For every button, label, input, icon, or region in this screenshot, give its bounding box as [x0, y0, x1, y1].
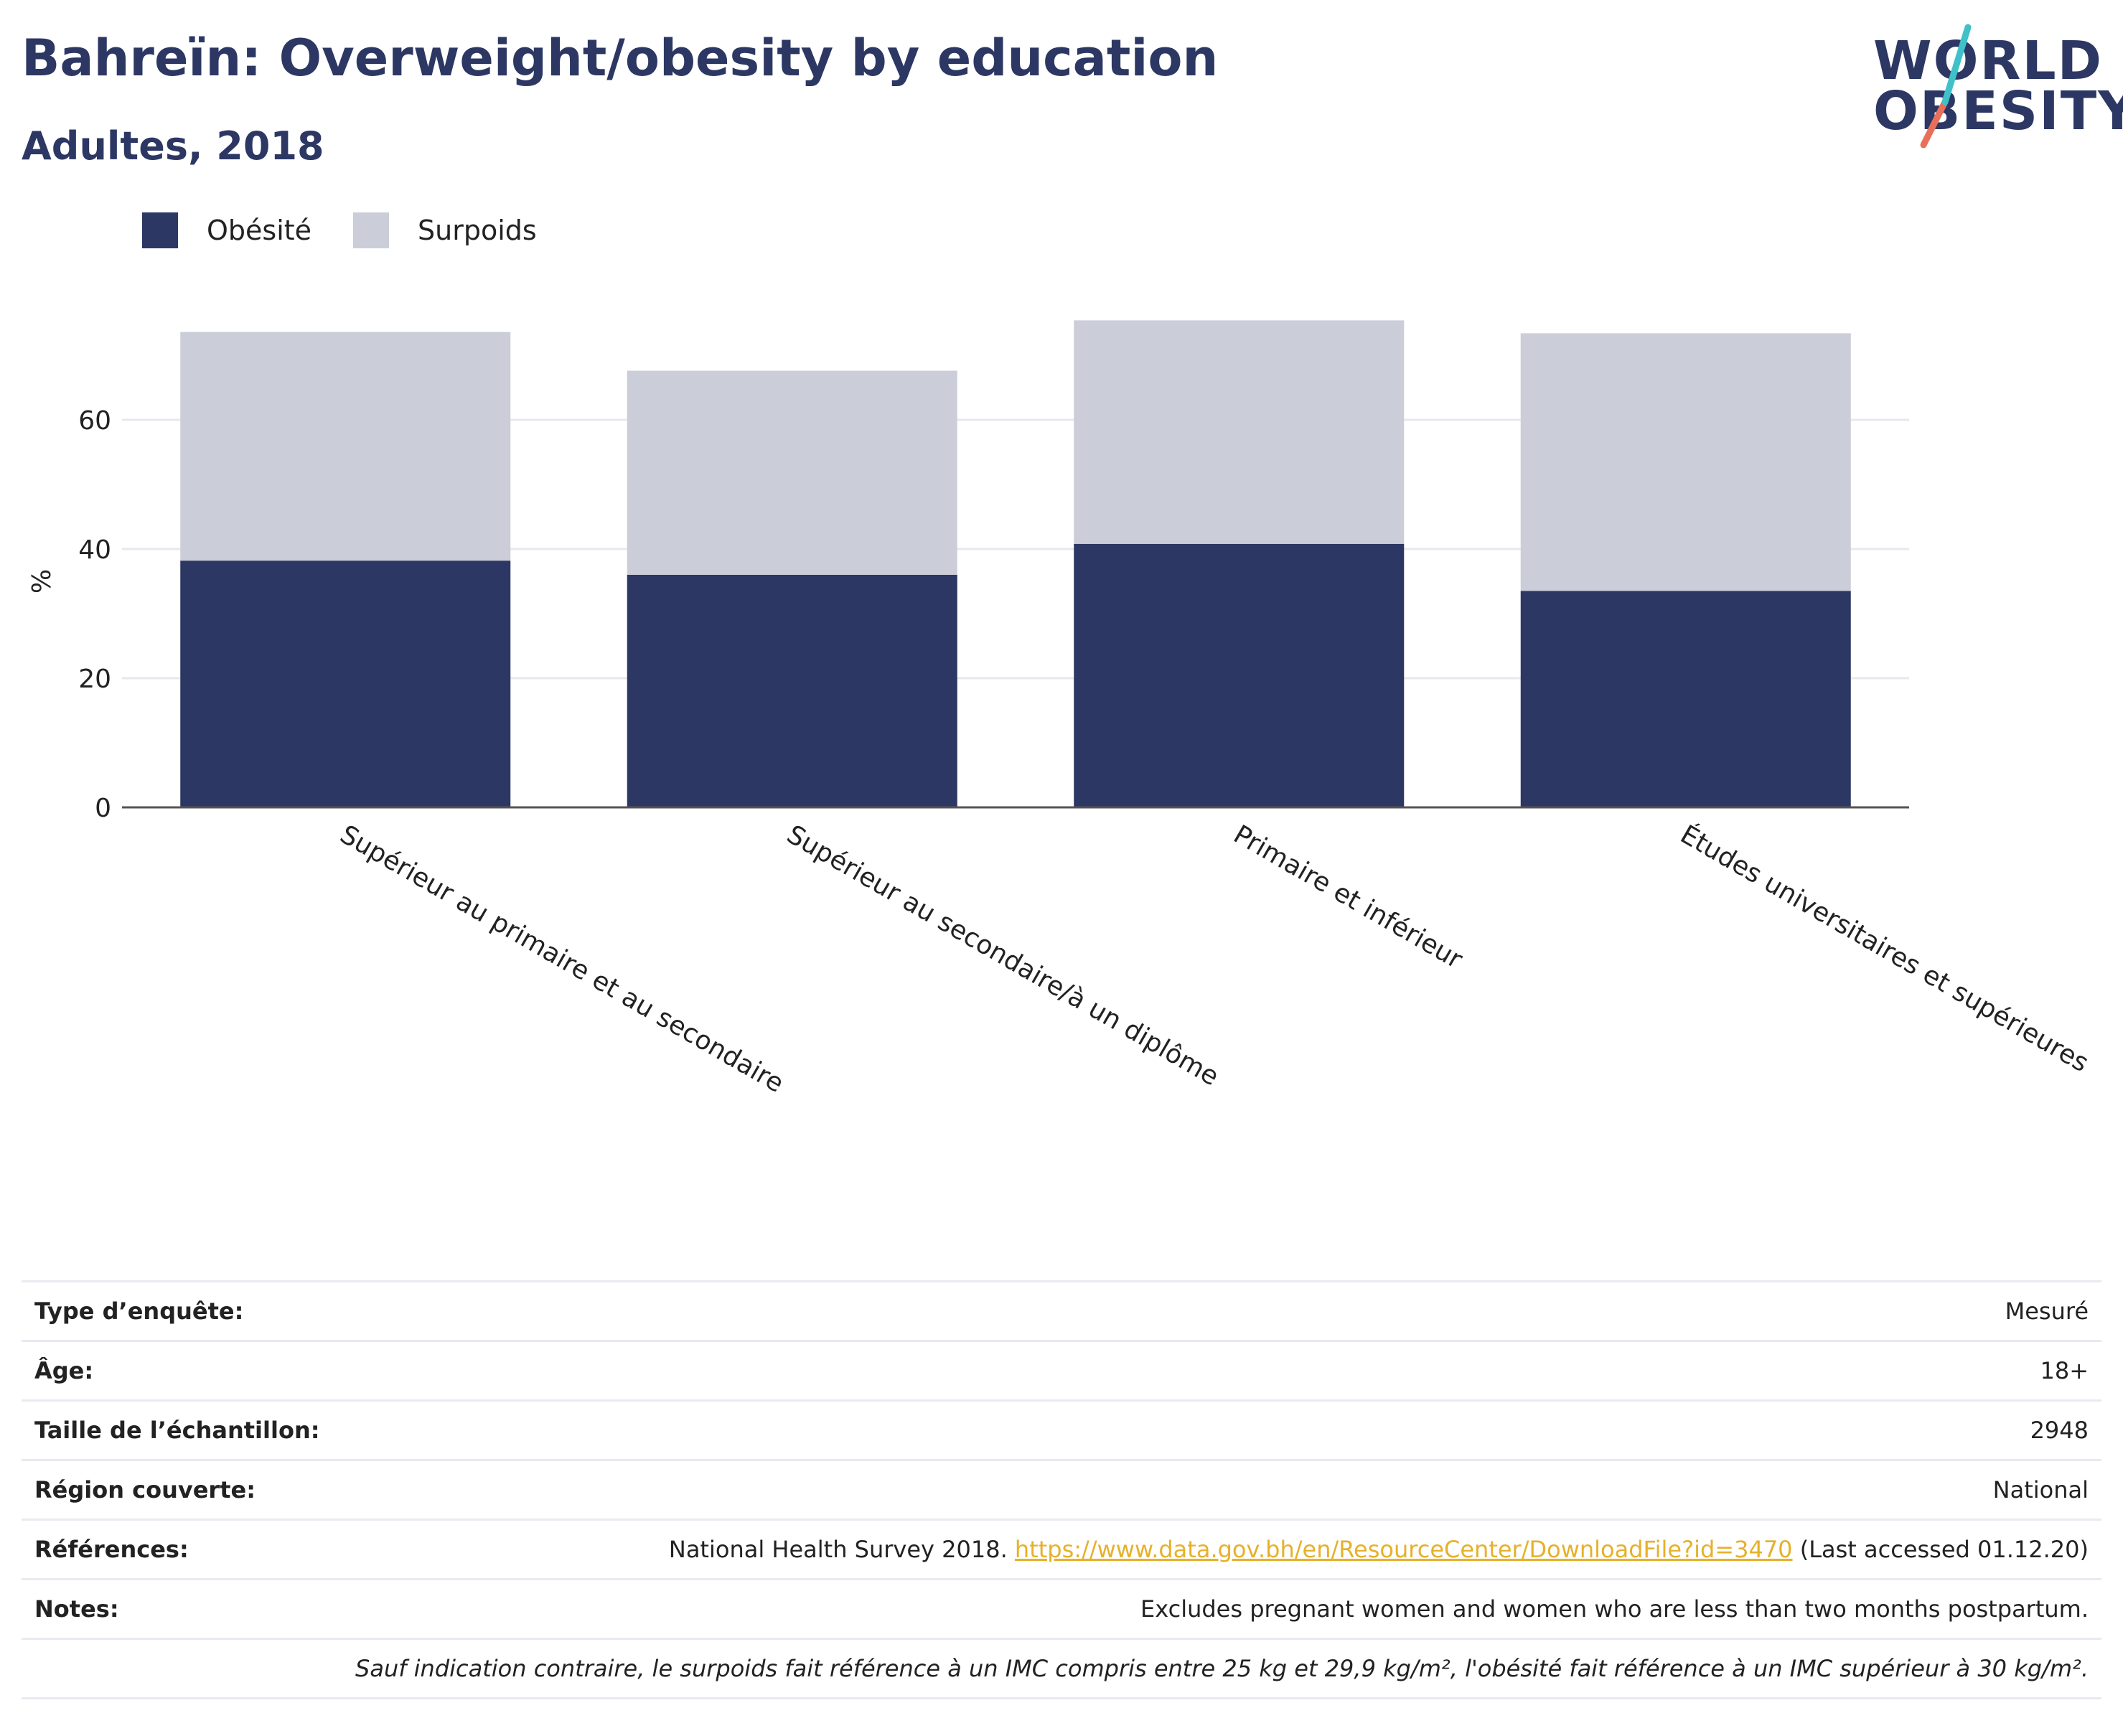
info-value: 18+	[2040, 1357, 2089, 1384]
info-key: Type d’enquête:	[34, 1298, 244, 1325]
x-tick-label: Supérieur au primaire et au secondaire	[335, 820, 789, 1099]
bar-overweight	[1074, 320, 1405, 544]
info-row-sample-size: Taille de l’échantillon: 2948	[22, 1402, 2101, 1461]
y-tick-label: 40	[78, 535, 111, 565]
reference-accessed: (Last accessed 01.12.20)	[1799, 1536, 2089, 1563]
y-axis-label: %	[27, 569, 57, 593]
info-key: Notes:	[34, 1595, 119, 1623]
bmi-footnote: Sauf indication contraire, le surpoids f…	[355, 1655, 2089, 1682]
bar-overweight	[627, 370, 957, 575]
logo-line-1: WORLD	[1873, 30, 2104, 92]
logo-line-2: OBESITY	[1873, 80, 2123, 142]
info-row-survey-type: Type d’enquête: Mesuré	[22, 1282, 2101, 1342]
info-key: Âge:	[34, 1357, 94, 1384]
legend-item-overweight: Surpoids	[353, 212, 537, 248]
info-key: Taille de l’échantillon:	[34, 1417, 320, 1444]
world-obesity-logo: WORLD OBESITY	[1873, 22, 2123, 151]
reference-link[interactable]: https://www.data.gov.bh/en/ResourceCente…	[1014, 1536, 1793, 1563]
bar-obesity	[1074, 543, 1405, 807]
legend-label-overweight: Surpoids	[418, 215, 537, 246]
logo-slash-icon	[1920, 24, 1972, 149]
info-row-references: Références: National Health Survey 2018.…	[22, 1521, 2101, 1580]
legend-label-obesity: Obésité	[207, 215, 312, 246]
references-value: National Health Survey 2018. https://www…	[669, 1536, 2089, 1563]
bar-obesity	[1520, 591, 1851, 807]
x-tick-label: Supérieur au secondaire/à un diplôme	[782, 820, 1224, 1092]
chart-legend: Obésité Surpoids	[142, 212, 578, 248]
reference-text: National Health Survey 2018.	[668, 1536, 1008, 1563]
footnote-row: Sauf indication contraire, le surpoids f…	[22, 1640, 2101, 1699]
info-value: National	[1992, 1476, 2089, 1503]
bar-obesity	[180, 560, 511, 807]
info-row-region: Région couverte: National	[22, 1461, 2101, 1521]
info-key: Région couverte:	[34, 1476, 256, 1503]
info-value: Mesuré	[2005, 1298, 2089, 1325]
info-value: 2948	[2030, 1417, 2089, 1444]
x-tick-label: Primaire et inférieur	[1229, 820, 1468, 975]
info-key: Références:	[34, 1536, 189, 1563]
survey-info-table: Type d’enquête: Mesuré Âge: 18+ Taille d…	[22, 1280, 2101, 1699]
y-tick-label: 20	[78, 665, 111, 694]
info-row-notes: Notes: Excludes pregnant women and women…	[22, 1580, 2101, 1640]
info-row-age: Âge: 18+	[22, 1342, 2101, 1402]
bar-chart: 0 20 40 60% Supérieur au primaire et au seco…	[27, 320, 2094, 1099]
chart-subtitle: Adultes, 2018	[22, 123, 324, 169]
legend-swatch-obesity	[142, 212, 178, 248]
chart-title: Bahreïn: Overweight/obesity by education	[22, 29, 1219, 88]
bar-overweight	[1520, 333, 1851, 591]
bar-overweight	[180, 332, 511, 561]
legend-swatch-overweight	[353, 212, 390, 248]
y-tick-label: 60	[78, 406, 111, 436]
legend-item-obesity: Obésité	[142, 212, 311, 248]
x-tick-label: Études universitaires et supérieures	[1675, 819, 2094, 1078]
info-value: Excludes pregnant women and women who ar…	[1140, 1595, 2089, 1623]
bar-obesity	[627, 575, 957, 807]
y-tick-label: 0	[95, 794, 111, 823]
